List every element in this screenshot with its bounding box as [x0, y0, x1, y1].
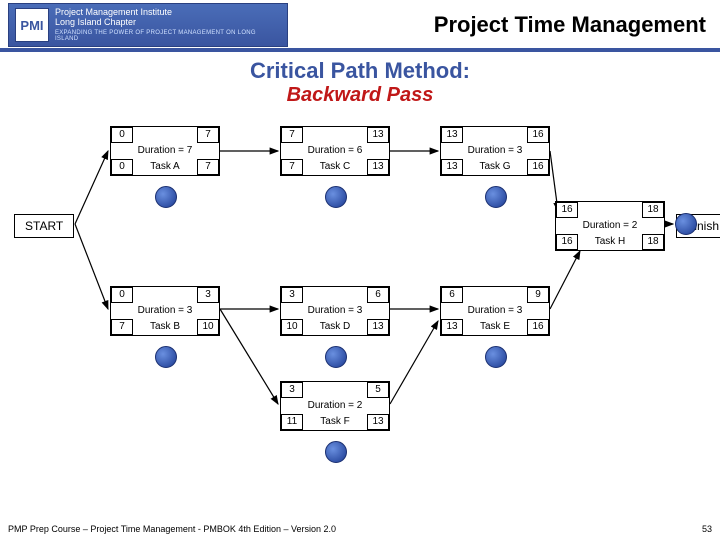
ls-cell: 11: [281, 414, 303, 430]
task-name: Task G: [463, 160, 527, 174]
task-box-e: 6 9Duration = 313Task E16: [440, 286, 550, 336]
logo-tagline: EXPANDING THE POWER OF PROJECT MANAGEMEN…: [55, 30, 281, 42]
duration-label: Duration = 3: [441, 303, 549, 319]
es-cell: 0: [111, 287, 133, 303]
duration-label: Duration = 3: [441, 143, 549, 159]
task-name: Task C: [303, 160, 367, 174]
edge-arrow: [550, 251, 580, 309]
edge-arrow: [75, 224, 108, 309]
es-cell: 13: [441, 127, 463, 143]
ls-cell: 0: [111, 159, 133, 175]
ls-cell: 16: [556, 234, 578, 250]
ef-cell: 9: [527, 287, 549, 303]
subheader: Critical Path Method: Backward Pass: [0, 58, 720, 107]
task-box-b: 0 3Duration = 37Task B10: [110, 286, 220, 336]
connector-ball: [325, 346, 347, 368]
es-cell: 3: [281, 287, 303, 303]
ls-cell: 7: [281, 159, 303, 175]
connector-ball: [675, 213, 697, 235]
header: PMI Project Management Institute Long Is…: [0, 0, 720, 52]
subtitle-line1: Critical Path Method:: [0, 58, 720, 84]
logo-text: Project Management Institute Long Island…: [55, 8, 281, 42]
es-cell: 16: [556, 202, 578, 218]
task-name: Task D: [303, 320, 367, 334]
connector-ball: [155, 346, 177, 368]
task-box-d: 3 6Duration = 310Task D13: [280, 286, 390, 336]
edge-arrow: [75, 151, 108, 224]
task-box-g: 1316Duration = 313Task G16: [440, 126, 550, 176]
page-title: Project Time Management: [288, 12, 712, 38]
logo-line2: Long Island Chapter: [55, 18, 281, 28]
pmi-logo-icon: PMI: [15, 8, 49, 42]
connector-ball: [325, 441, 347, 463]
es-cell: 0: [111, 127, 133, 143]
lf-cell: 7: [197, 159, 219, 175]
ef-cell: 18: [642, 202, 664, 218]
ls-cell: 13: [441, 159, 463, 175]
lf-cell: 18: [642, 234, 664, 250]
duration-label: Duration = 2: [556, 218, 664, 234]
task-name: Task A: [133, 160, 197, 174]
ef-cell: 7: [197, 127, 219, 143]
footer-page-number: 53: [702, 524, 712, 534]
duration-label: Duration = 7: [111, 143, 219, 159]
connector-ball: [485, 186, 507, 208]
edge-arrow: [390, 321, 438, 404]
task-name: Task H: [578, 235, 642, 249]
lf-cell: 10: [197, 319, 219, 335]
task-box-c: 713Duration = 67Task C13: [280, 126, 390, 176]
logo: PMI Project Management Institute Long Is…: [8, 3, 288, 47]
task-box-a: 07Duration = 70Task A7: [110, 126, 220, 176]
connector-ball: [325, 186, 347, 208]
lf-cell: 16: [527, 319, 549, 335]
edge-arrow: [220, 309, 278, 404]
connector-ball: [485, 346, 507, 368]
ef-cell: 16: [527, 127, 549, 143]
ef-cell: 3: [197, 287, 219, 303]
lf-cell: 13: [367, 319, 389, 335]
ef-cell: 6: [367, 287, 389, 303]
duration-label: Duration = 3: [281, 303, 389, 319]
footer: PMP Prep Course – Project Time Managemen…: [8, 524, 712, 534]
task-name: Task B: [133, 320, 197, 334]
lf-cell: 13: [367, 414, 389, 430]
duration-label: Duration = 3: [111, 303, 219, 319]
task-box-h: 1618Duration = 216Task H18: [555, 201, 665, 251]
subtitle-line2: Backward Pass: [0, 84, 720, 107]
lf-cell: 13: [367, 159, 389, 175]
ls-cell: 13: [441, 319, 463, 335]
duration-label: Duration = 2: [281, 398, 389, 414]
connector-ball: [155, 186, 177, 208]
start-node: START: [14, 214, 74, 238]
lf-cell: 16: [527, 159, 549, 175]
task-box-f: 3 5Duration = 211Task F13: [280, 381, 390, 431]
footer-left: PMP Prep Course – Project Time Managemen…: [8, 524, 336, 534]
es-cell: 3: [281, 382, 303, 398]
es-cell: 6: [441, 287, 463, 303]
duration-label: Duration = 6: [281, 143, 389, 159]
cpm-diagram: START Finish 07Duration = 70Task A7713Du…: [0, 111, 720, 491]
ls-cell: 10: [281, 319, 303, 335]
task-name: Task E: [463, 320, 527, 334]
ls-cell: 7: [111, 319, 133, 335]
task-name: Task F: [303, 415, 367, 429]
ef-cell: 5: [367, 382, 389, 398]
ef-cell: 13: [367, 127, 389, 143]
es-cell: 7: [281, 127, 303, 143]
